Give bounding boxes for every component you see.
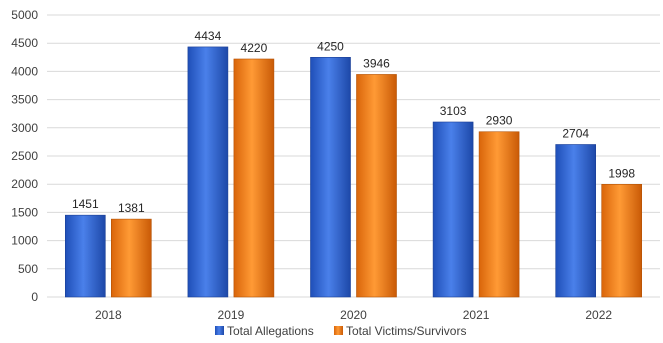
legend-swatch: [334, 326, 343, 335]
y-tick-label: 2000: [11, 177, 38, 191]
bar-total-victims-survivors-2020: [356, 74, 397, 298]
y-tick-label: 1500: [11, 205, 38, 219]
bar-total-allegations-2021: [432, 121, 474, 298]
x-tick-label: 2022: [585, 308, 612, 322]
data-label: 3103: [440, 104, 467, 118]
bar-total-allegations-2019: [187, 46, 229, 298]
bar-total-allegations-2022: [555, 144, 597, 298]
data-label: 1451: [72, 197, 99, 211]
legend-label: Total Victims/Survivors: [346, 324, 466, 338]
data-label: 1381: [118, 201, 145, 215]
legend-swatch: [215, 326, 224, 335]
y-axis: 0 500 1000 1500 2000 2500 3000 3500 4000 4500 5000: [11, 8, 38, 304]
x-axis: 2018 2019 2020 2021 2022: [95, 308, 612, 322]
y-tick-label: 4000: [11, 64, 38, 78]
bar-total-victims-survivors-2018: [111, 218, 152, 298]
x-tick-label: 2019: [218, 308, 245, 322]
bar-total-victims-survivors-2021: [478, 131, 520, 298]
data-label: 2930: [486, 114, 513, 128]
data-label: 4250: [317, 39, 344, 53]
data-label: 4220: [241, 41, 268, 55]
data-label: 1998: [608, 166, 635, 180]
y-tick-label: 4500: [11, 36, 38, 50]
y-tick-label: 3500: [11, 93, 38, 107]
y-tick-label: 500: [18, 262, 38, 276]
y-tick-label: 3000: [11, 121, 38, 135]
bars: [65, 46, 643, 298]
data-label: 2704: [562, 126, 589, 140]
data-label: 4434: [195, 29, 222, 43]
y-tick-label: 2500: [11, 149, 38, 163]
legend: Total Allegations Total Victims/Survivors: [215, 324, 466, 338]
data-labels: 1451 4434 4250 3103 2704 1381 4220 3946 2930 1998: [72, 29, 635, 215]
bar-total-allegations-2018: [65, 214, 106, 298]
legend-label: Total Allegations: [227, 324, 314, 338]
y-tick-label: 0: [31, 290, 38, 304]
data-label: 3946: [363, 56, 390, 70]
bar-total-victims-survivors-2019: [233, 58, 275, 298]
y-tick-label: 5000: [11, 8, 38, 22]
x-tick-label: 2020: [340, 308, 367, 322]
x-tick-label: 2021: [463, 308, 490, 322]
y-tick-label: 1000: [11, 234, 38, 248]
x-tick-label: 2018: [95, 308, 122, 322]
bar-total-victims-survivors-2022: [601, 184, 643, 298]
bar-total-allegations-2020: [310, 56, 351, 298]
